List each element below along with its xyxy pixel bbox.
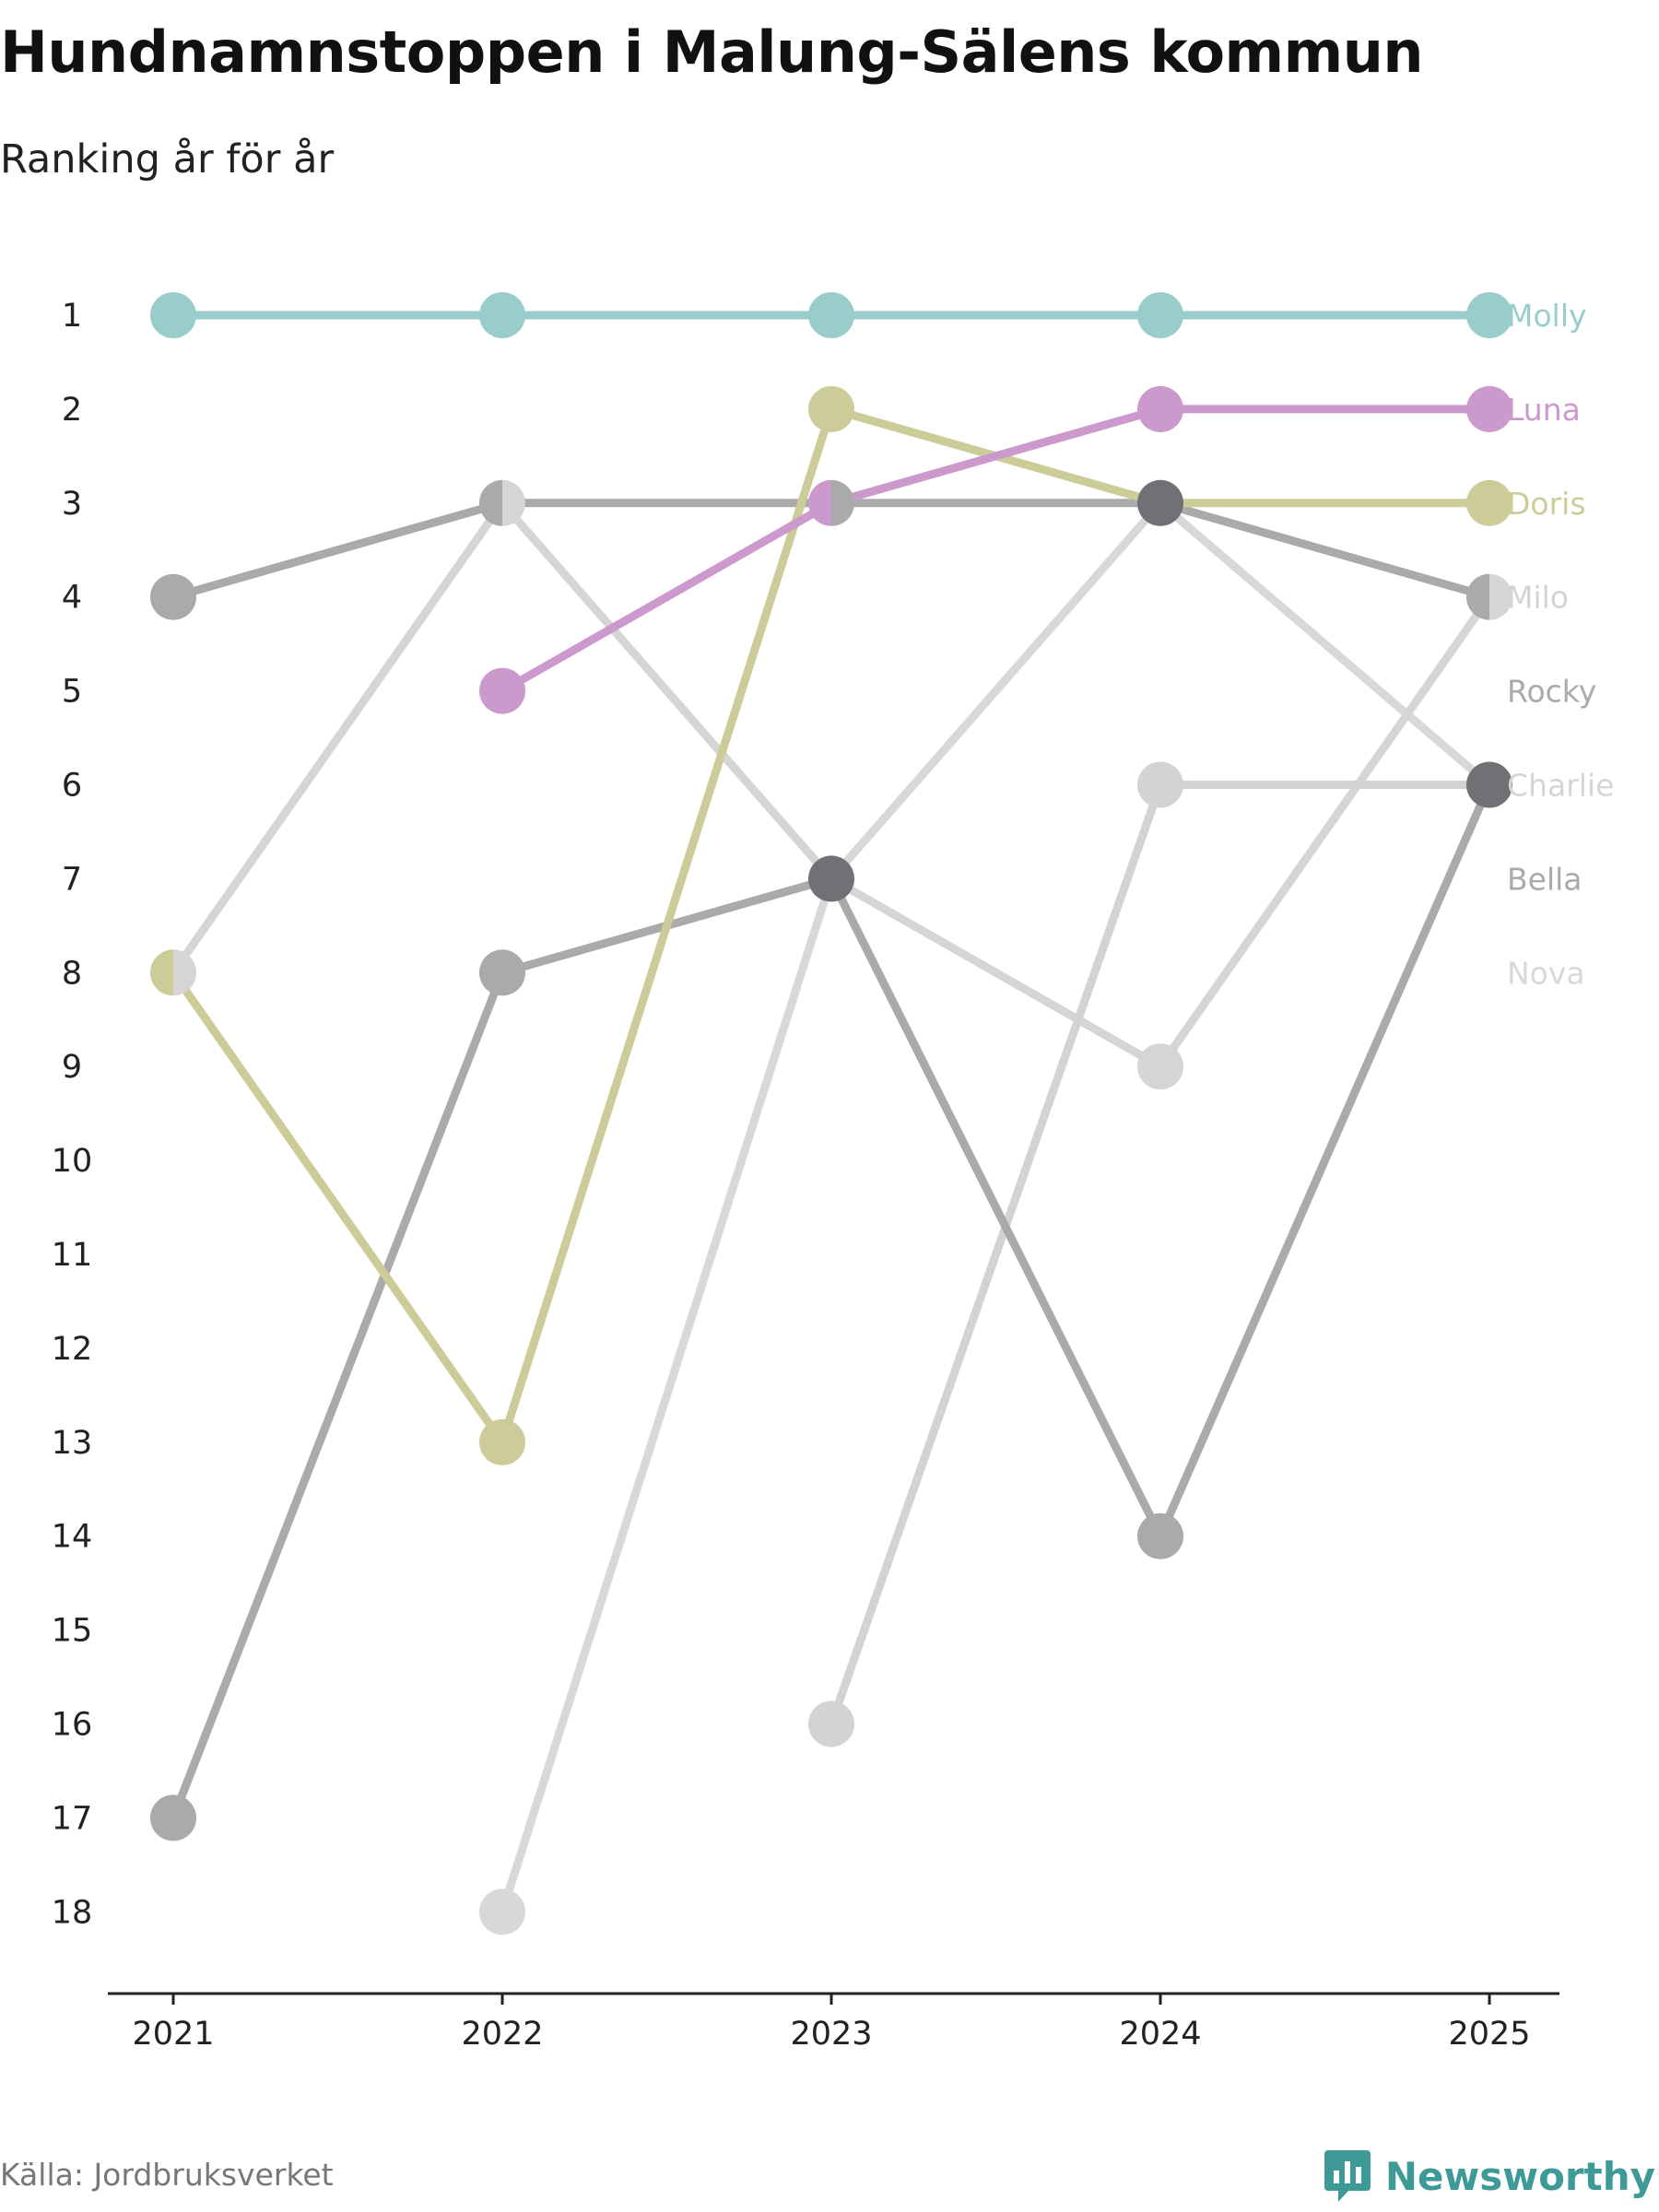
y-tick-label: 6 bbox=[62, 768, 82, 805]
series-dot-charlie bbox=[502, 479, 525, 526]
x-tick-label: 2024 bbox=[1119, 2016, 1201, 2053]
series-dot-nova bbox=[479, 1888, 525, 1936]
series-dot-doris bbox=[150, 949, 173, 996]
series-line-luna bbox=[498, 405, 1494, 696]
y-tick-label: 3 bbox=[62, 486, 82, 523]
series-line-doris bbox=[169, 405, 1494, 1447]
series-dot-molly bbox=[1466, 292, 1512, 338]
series-dot-charlie bbox=[173, 949, 197, 996]
series-dot-doris bbox=[808, 385, 854, 432]
y-tick-label: 13 bbox=[52, 1425, 93, 1462]
x-tick-label: 2022 bbox=[461, 2016, 543, 2053]
y-tick-label: 8 bbox=[62, 955, 82, 992]
series-dot-luna bbox=[1466, 385, 1512, 432]
series-dot-molly bbox=[479, 292, 525, 338]
source-note: Källa: Jordbruksverket bbox=[0, 2157, 334, 2193]
series-dot-luna bbox=[807, 479, 831, 526]
y-tick-label: 15 bbox=[52, 1613, 93, 1650]
series-dot-bella bbox=[1137, 1512, 1183, 1559]
series-dot-molly bbox=[1137, 292, 1183, 338]
y-tick-label: 7 bbox=[62, 861, 82, 898]
series-dot-overlap bbox=[1137, 479, 1183, 526]
series-line-milo bbox=[827, 781, 1494, 1728]
series-lines bbox=[169, 311, 1494, 1916]
x-tick-label: 2023 bbox=[790, 2016, 872, 2053]
series-label-luna: Luna bbox=[1507, 392, 1581, 428]
newsworthy-logo-icon bbox=[1324, 2150, 1371, 2202]
series-dot-rocky bbox=[831, 479, 854, 526]
series-dot-luna bbox=[1137, 385, 1183, 432]
series-dot-milo bbox=[1137, 761, 1183, 808]
y-tick-label: 10 bbox=[52, 1143, 93, 1180]
series-dot-charlie bbox=[1137, 1043, 1183, 1090]
series-line-bella bbox=[169, 781, 1494, 1822]
series-dot-overlap bbox=[1466, 761, 1512, 808]
y-tick-label: 16 bbox=[52, 1707, 93, 1744]
y-tick-label: 2 bbox=[62, 392, 82, 429]
y-tick-label: 14 bbox=[52, 1519, 93, 1556]
series-line-nova bbox=[498, 499, 1494, 1916]
series-label-doris: Doris bbox=[1507, 486, 1586, 522]
series-dot-rocky bbox=[150, 573, 196, 620]
x-tick-label: 2025 bbox=[1448, 2016, 1530, 2053]
series-dot-milo bbox=[808, 1700, 854, 1747]
series-dots bbox=[150, 292, 1512, 1936]
y-tick-label: 5 bbox=[62, 674, 82, 711]
series-end-labels: Molly Luna Doris Milo Rocky Charlie Bella Nova bbox=[1507, 298, 1614, 991]
series-dot-doris bbox=[479, 1418, 525, 1465]
series-dot-overlap bbox=[808, 855, 854, 902]
x-tick-label: 2021 bbox=[132, 2016, 214, 2053]
series-dot-doris bbox=[1466, 479, 1512, 526]
brand-logo: Newsworthy bbox=[1324, 2150, 1655, 2202]
series-dot-luna bbox=[479, 667, 525, 714]
y-tick-label: 17 bbox=[52, 1800, 93, 1837]
series-label-rocky: Rocky bbox=[1507, 674, 1596, 710]
series-dot-charlie bbox=[1489, 573, 1512, 620]
y-tick-label: 12 bbox=[52, 1331, 93, 1368]
series-dot-molly bbox=[808, 292, 854, 338]
series-dot-bella bbox=[150, 1794, 196, 1841]
series-dot-bella bbox=[479, 949, 525, 996]
chart-subtitle: Ranking år för år bbox=[0, 136, 335, 182]
series-label-milo: Milo bbox=[1507, 580, 1569, 616]
chart-title: Hundnamnstoppen i Malung-Sälens kommun bbox=[0, 18, 1424, 86]
x-axis-ticks: 2021 2022 2023 2024 2025 bbox=[132, 1994, 1531, 2053]
series-label-nova: Nova bbox=[1507, 955, 1585, 991]
series-dot-rocky bbox=[1466, 573, 1489, 620]
series-label-bella: Bella bbox=[1507, 861, 1583, 897]
y-tick-label: 9 bbox=[62, 1049, 82, 1086]
y-tick-label: 1 bbox=[62, 298, 82, 335]
y-tick-label: 11 bbox=[52, 1237, 93, 1274]
series-label-charlie: Charlie bbox=[1507, 768, 1614, 804]
series-dot-molly bbox=[150, 292, 196, 338]
y-tick-label: 18 bbox=[52, 1894, 93, 1931]
series-dot-rocky bbox=[479, 479, 502, 526]
y-tick-label: 4 bbox=[62, 580, 82, 617]
series-label-molly: Molly bbox=[1507, 298, 1587, 334]
brand-name: Newsworthy bbox=[1384, 2153, 1655, 2199]
